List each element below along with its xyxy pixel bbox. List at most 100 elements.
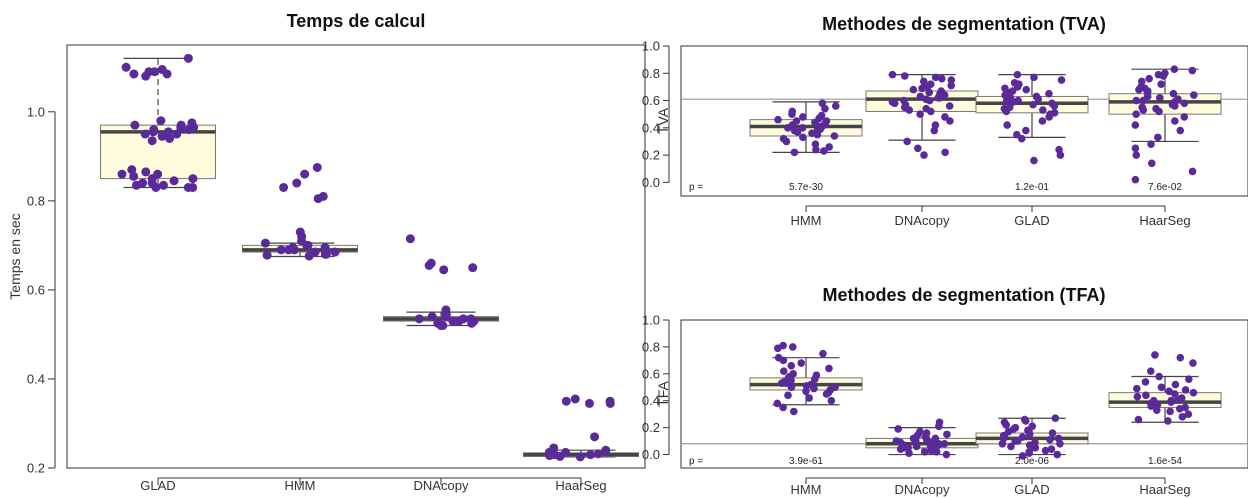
data-point (827, 396, 836, 405)
y-tick-label: 0.2 (27, 461, 45, 476)
pvalue-label: 7.6e-02 (1148, 182, 1182, 193)
data-point (586, 450, 596, 460)
pvalue-prefix: p = (689, 456, 703, 467)
pvalue-prefix: p = (689, 182, 703, 193)
data-point (1165, 387, 1173, 396)
data-point (1134, 415, 1143, 424)
data-point (812, 145, 820, 154)
data-point (313, 194, 323, 204)
data-point (1057, 76, 1066, 84)
box (1108, 93, 1222, 115)
x-tick-label: HMM (790, 213, 821, 228)
y-tick-label: 0.8 (27, 193, 45, 208)
data-point (1151, 351, 1159, 359)
data-point (1176, 126, 1185, 135)
data-point (158, 180, 168, 190)
data-point (1157, 383, 1166, 392)
plot-frame (66, 44, 646, 469)
data-point (888, 70, 897, 79)
data-point (1171, 380, 1180, 389)
data-point (151, 182, 161, 192)
data-point (590, 432, 600, 442)
data-point (1002, 96, 1011, 105)
x-tick-label: GLAD (1014, 482, 1049, 497)
data-point (439, 265, 449, 275)
data-point (414, 314, 424, 324)
y-tick-label: 1.0 (642, 39, 660, 54)
data-point (813, 130, 822, 139)
y-tick-label: 0.2 (642, 148, 660, 163)
data-point (183, 53, 193, 63)
x-tick-label: HMM (284, 478, 315, 493)
x-tick-label: DNAcopy (414, 478, 469, 493)
data-point (1045, 113, 1053, 121)
data-point (1188, 66, 1197, 75)
pvalue-label: 1.2e-01 (1015, 182, 1049, 193)
data-point (1038, 117, 1047, 125)
data-point (1022, 85, 1031, 94)
data-point (300, 169, 310, 179)
data-point (584, 398, 594, 408)
data-point (1157, 80, 1165, 88)
data-point (1039, 106, 1047, 114)
data-point (129, 171, 139, 181)
data-point (810, 384, 818, 393)
data-point (172, 129, 182, 139)
data-point (1189, 359, 1197, 367)
data-point (1175, 405, 1184, 413)
data-point (279, 182, 289, 192)
data-point (561, 396, 571, 406)
data-point (1132, 151, 1141, 159)
data-point (931, 73, 940, 82)
data-point (1166, 407, 1174, 416)
data-point (1131, 144, 1140, 153)
data-point (1146, 367, 1155, 375)
data-point (830, 132, 839, 140)
data-point (1171, 102, 1179, 110)
data-point (1030, 73, 1038, 82)
y-tick-label: 0.2 (642, 420, 660, 435)
data-point (1174, 395, 1182, 404)
x-tick-label: GLAD (1014, 213, 1049, 228)
data-point (941, 113, 949, 121)
data-point (1159, 72, 1168, 80)
data-point (1147, 402, 1155, 410)
chart-segmentation-tva: Methodes de segmentation (TVA) 0.0 0.2 0.4 0… (642, 14, 1248, 228)
data-point (920, 151, 928, 159)
data-point (1045, 89, 1053, 98)
data-point (1132, 110, 1140, 118)
data-point (176, 122, 186, 132)
data-point (1053, 450, 1062, 459)
y-tick-label: 0.8 (642, 339, 660, 354)
data-point (131, 180, 141, 190)
data-point (1007, 442, 1015, 451)
data-point (903, 137, 911, 146)
data-point (935, 422, 943, 431)
x-tick-label: HaarSeg (1139, 213, 1190, 228)
data-point (1155, 107, 1163, 116)
data-point (262, 250, 272, 260)
data-point (909, 85, 918, 94)
data-point (788, 343, 797, 351)
data-point (1003, 121, 1011, 129)
data-point (121, 62, 131, 72)
y-tick-label: 0.6 (642, 93, 660, 108)
data-point (129, 69, 139, 79)
chart-compute-time: Temps de calcul 0.2 0.4 0.6 0.8 1.0 Temps en s… (7, 11, 646, 493)
data-point (150, 67, 160, 77)
data-point (593, 449, 603, 459)
data-point (945, 102, 954, 110)
pvalue-label: 2.0e-06 (1015, 456, 1049, 467)
y-tick-label: 0.0 (642, 175, 660, 190)
data-point (1002, 107, 1011, 116)
data-point (896, 445, 905, 453)
chart-title: Methodes de segmentation (TFA) (822, 285, 1105, 305)
data-point (1051, 414, 1060, 423)
data-point (810, 375, 819, 384)
data-point (925, 88, 934, 97)
data-point (1056, 151, 1065, 159)
box (1108, 392, 1222, 408)
data-point (820, 147, 828, 155)
data-point (320, 243, 330, 253)
x-tick-label: HaarSeg (1139, 482, 1190, 497)
